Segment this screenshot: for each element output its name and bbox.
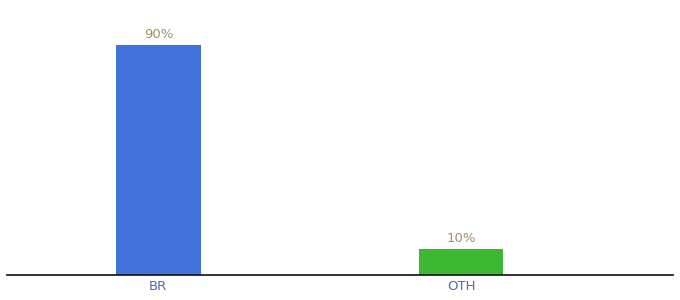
Text: 90%: 90% (143, 28, 173, 41)
Bar (419, 249, 503, 274)
Bar (116, 45, 201, 274)
Text: 10%: 10% (446, 232, 476, 245)
